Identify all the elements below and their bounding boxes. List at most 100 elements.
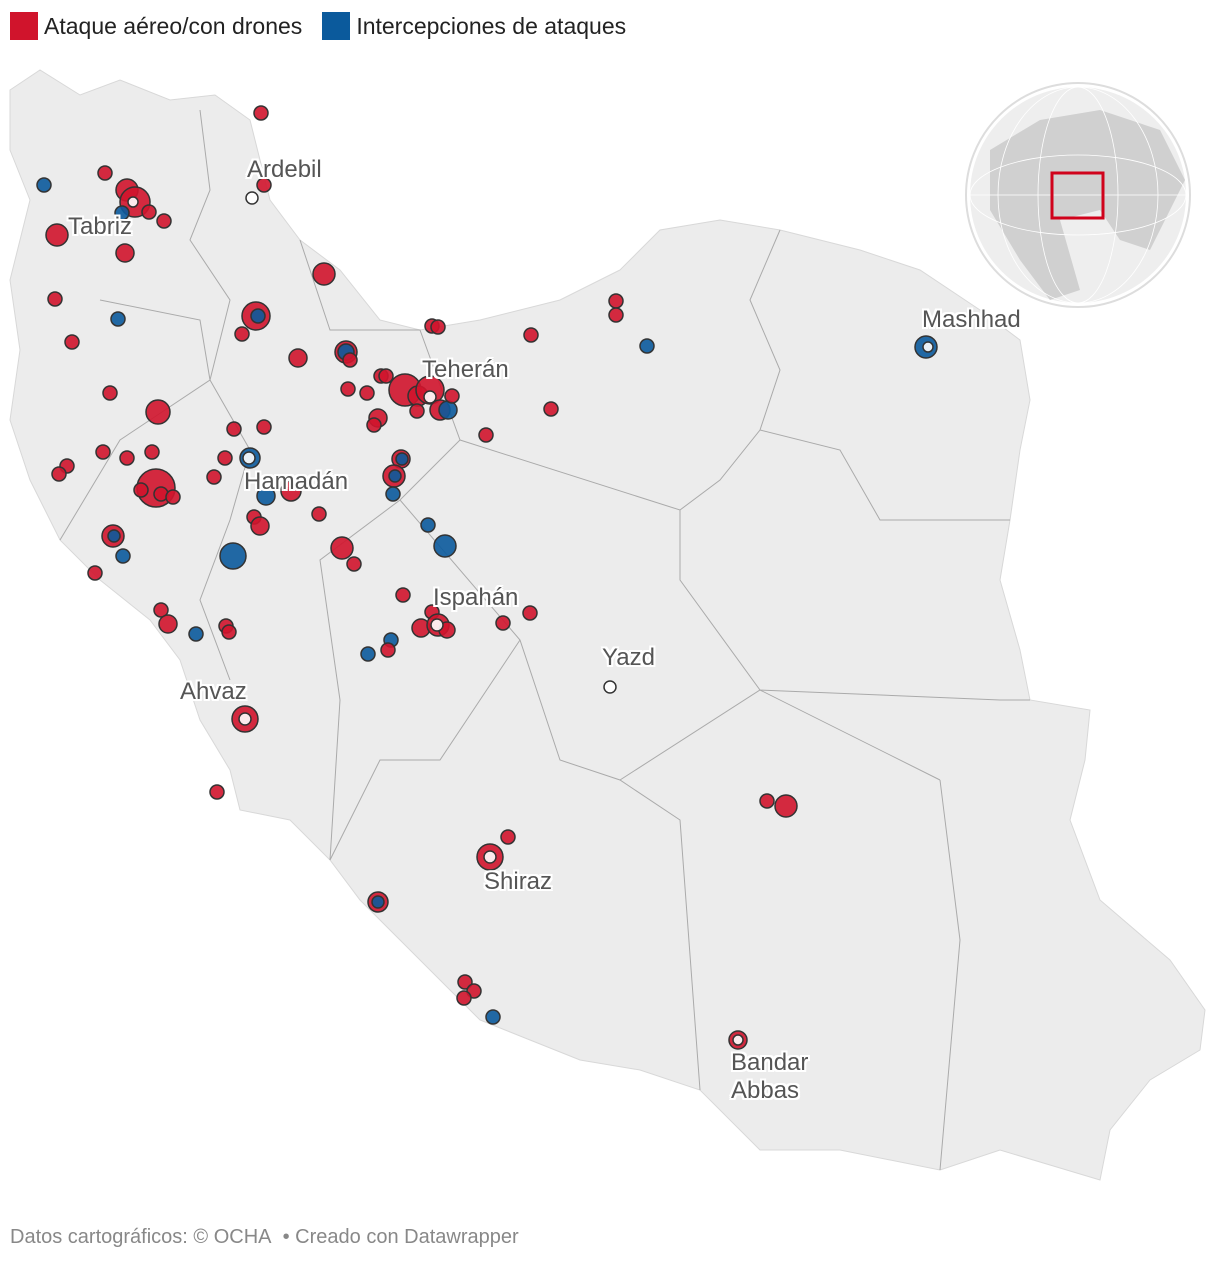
- interception-dot: [420, 517, 436, 533]
- city-label: Teherán: [422, 356, 509, 383]
- interception-dot: [115, 548, 131, 564]
- attack-dot: [87, 565, 103, 581]
- attack-dot: [312, 262, 336, 286]
- interception-dot: [639, 338, 655, 354]
- city-dot: [245, 191, 259, 205]
- attack-dot: [145, 399, 171, 425]
- attack-dot: [156, 213, 172, 229]
- interception-dot: [256, 486, 276, 506]
- city-label: Hamadán: [244, 468, 349, 495]
- legend-label: Ataque aéreo/con drones: [44, 12, 303, 39]
- city-dot: [732, 1034, 744, 1046]
- legend-label: Intercepciones de ataques: [356, 12, 627, 39]
- city-label: Mashhad: [922, 306, 1021, 333]
- attack-dot: [380, 642, 396, 658]
- attack-dot: [119, 450, 135, 466]
- attack-dot: [206, 469, 222, 485]
- interception-dot: [36, 177, 52, 193]
- attack-dot: [234, 326, 250, 342]
- attack-dot: [102, 385, 118, 401]
- attack-dot: [51, 466, 67, 482]
- city-label: Ardebil: [247, 156, 322, 183]
- attack-dot: [209, 784, 225, 800]
- city-label: Tabriz: [68, 213, 133, 240]
- attack-dot: [415, 375, 445, 405]
- country-shape: [9, 69, 1206, 1181]
- interception-dot: [371, 895, 385, 909]
- attack-dot: [250, 516, 270, 536]
- attack-dot: [444, 388, 460, 404]
- attack-dot: [256, 177, 272, 193]
- attack-dot: [64, 334, 80, 350]
- city-dot: [430, 618, 444, 632]
- attack-dot: [395, 587, 411, 603]
- city-label: Shiraz: [484, 868, 553, 895]
- attack-dot: [280, 480, 302, 502]
- interception-dot: [438, 400, 458, 420]
- attack-dot: [759, 793, 775, 809]
- attack-dot: [430, 319, 446, 335]
- legend-swatch: [322, 12, 351, 40]
- legend-item: Ataque aéreo/con drones: [10, 12, 302, 40]
- attack-dot: [608, 293, 624, 309]
- event-dots: [36, 105, 938, 1050]
- footer: Datos cartográficos: © OCHA • Creado con…: [10, 1226, 519, 1249]
- interception-dot: [485, 1009, 501, 1025]
- city-label: Ispahán: [433, 584, 519, 611]
- attack-dot: [543, 401, 559, 417]
- attack-dot: [217, 450, 233, 466]
- city-dot: [423, 390, 437, 404]
- attack-dot: [366, 417, 382, 433]
- city-label: Ahvaz: [180, 678, 247, 705]
- legend-item: Intercepciones de ataques: [322, 12, 626, 40]
- interception-dot: [388, 469, 402, 483]
- attack-dot: [288, 348, 308, 368]
- interception-dot: [395, 452, 409, 466]
- city-dot: [603, 680, 617, 694]
- attack-dot: [221, 624, 237, 640]
- attack-dot: [523, 327, 539, 343]
- attack-dot: [256, 419, 272, 435]
- interception-dot: [107, 529, 121, 543]
- city-dot: [242, 451, 256, 465]
- attack-dot: [47, 291, 63, 307]
- attack-dot: [153, 602, 169, 618]
- attack-dot: [456, 990, 472, 1006]
- credit: • Creado con Datawrapper: [282, 1226, 519, 1248]
- attack-dot: [330, 536, 354, 560]
- locator-globe: [965, 82, 1191, 308]
- attack-dot: [774, 794, 798, 818]
- city-dot: [483, 850, 497, 864]
- city-dot: [922, 341, 934, 353]
- city-label: Bandar Abbas: [731, 1049, 809, 1104]
- attack-dot: [253, 105, 269, 121]
- attack-dot: [500, 829, 516, 845]
- attack-dot: [457, 974, 473, 990]
- interception-dot: [110, 311, 126, 327]
- attack-dot: [115, 243, 135, 263]
- attack-dot: [608, 307, 624, 323]
- legend: Ataque aéreo/con drones Intercepciones de…: [10, 12, 626, 40]
- attack-dot: [158, 614, 178, 634]
- interception-dot: [219, 542, 247, 570]
- attack-dot: [409, 403, 425, 419]
- city-dot: [238, 712, 252, 726]
- interception-dot: [360, 646, 376, 662]
- attack-dot: [311, 506, 327, 522]
- attack-dot: [165, 489, 181, 505]
- attack-dot: [144, 444, 160, 460]
- attack-dot: [522, 605, 538, 621]
- interception-dot: [250, 308, 266, 324]
- source: Datos cartográficos: © OCHA: [10, 1226, 272, 1248]
- attack-dot: [97, 165, 113, 181]
- attack-dot: [342, 352, 358, 368]
- city-dot: [127, 196, 139, 208]
- attack-dot: [495, 615, 511, 631]
- interception-dot: [385, 486, 401, 502]
- attack-dot: [45, 223, 69, 247]
- interception-dot: [114, 205, 130, 221]
- attack-dot: [378, 368, 394, 384]
- interception-dot: [188, 626, 204, 642]
